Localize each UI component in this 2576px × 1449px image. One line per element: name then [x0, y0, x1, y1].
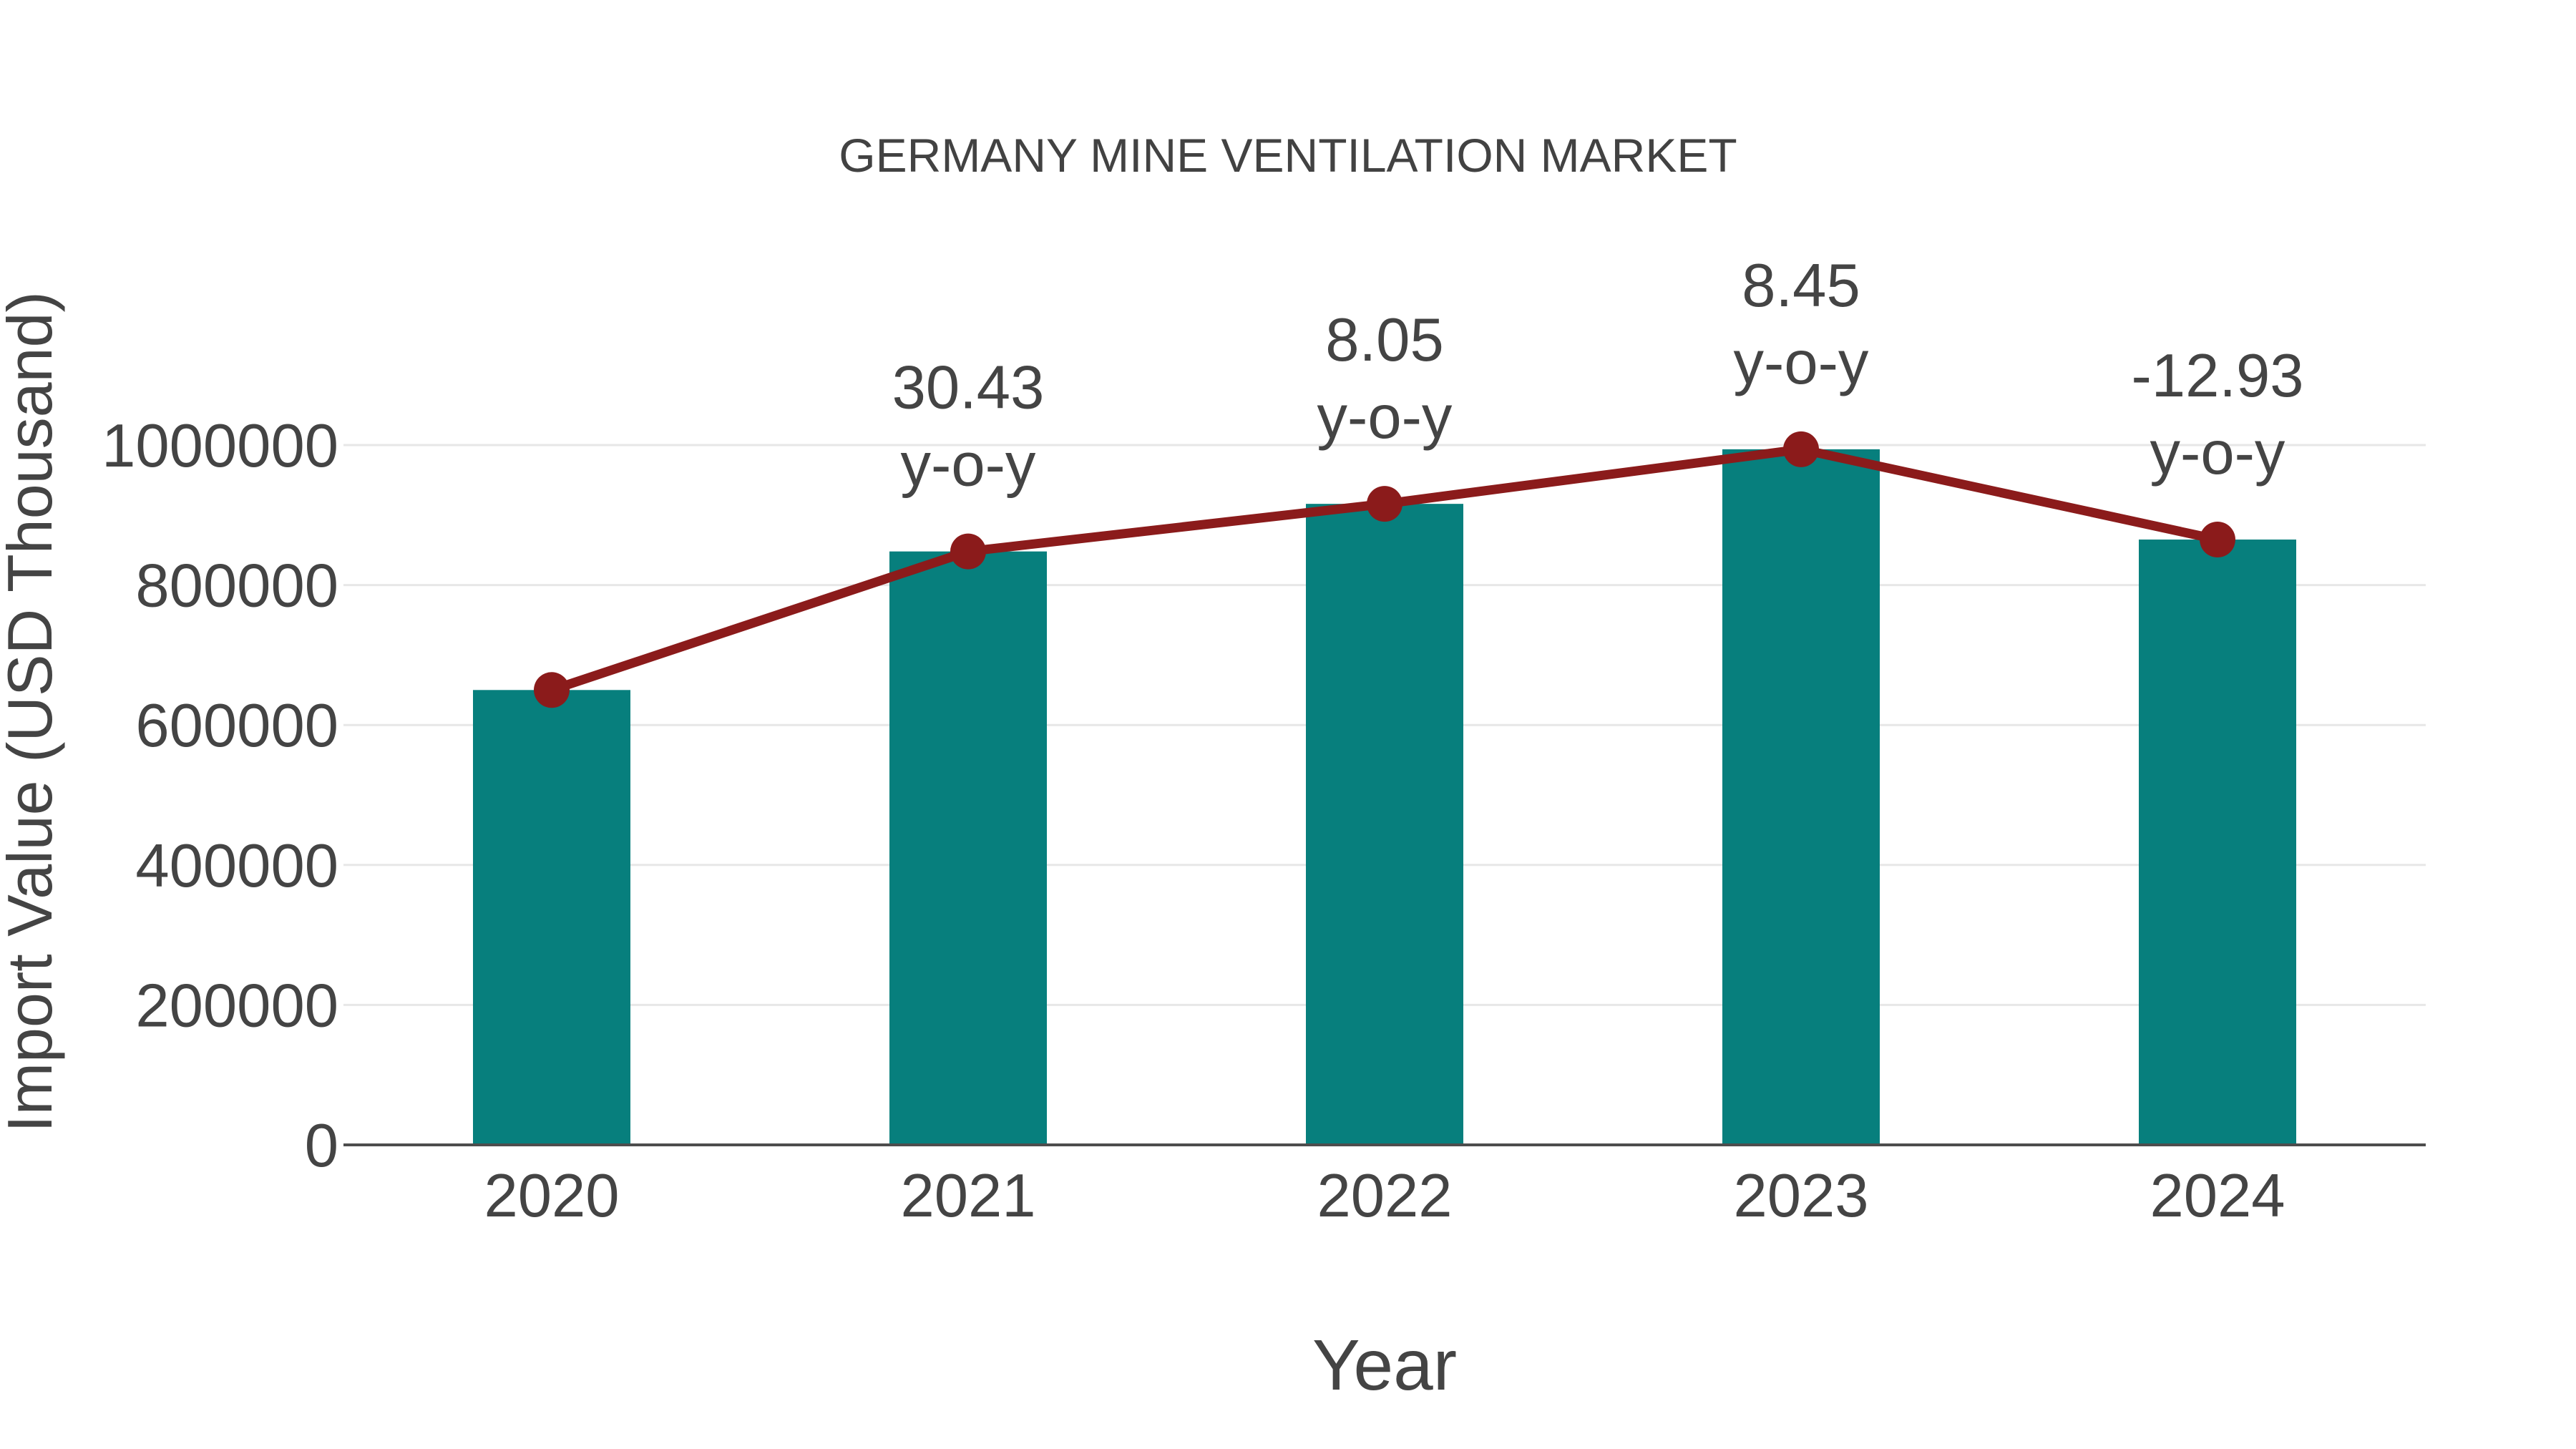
x-tick-2022: 2022 [1317, 1162, 1452, 1230]
bar-2022 [1306, 504, 1463, 1145]
x-axis-title: Year [1312, 1325, 1457, 1405]
annotation-2021-suffix: y-o-y [901, 431, 1036, 499]
y-tick-400000: 400000 [135, 832, 338, 900]
annotation-2024-value: -12.93 [2131, 342, 2303, 410]
annotation-2023-suffix: y-o-y [1734, 329, 1869, 397]
annotation-2023-value: 8.45 [1742, 252, 1860, 320]
marker-2020 [534, 672, 570, 708]
bar-2020 [473, 690, 630, 1145]
y-tick-labels: 0 200000 400000 600000 800000 1000000 [102, 412, 338, 1180]
y-tick-1000000: 1000000 [102, 412, 338, 480]
bar-2024 [2139, 540, 2296, 1145]
annotation-2022-suffix: y-o-y [1317, 384, 1453, 452]
chart-title: GERMANY MINE VENTILATION MARKET [839, 129, 1737, 182]
y-tick-200000: 200000 [135, 972, 338, 1040]
x-tick-labels: 2020 2021 2022 2023 2024 [484, 1162, 2285, 1230]
annotation-2021-value: 30.43 [892, 354, 1045, 422]
marker-2022 [1367, 486, 1402, 522]
bar-2021 [889, 551, 1047, 1145]
x-tick-2023: 2023 [1733, 1162, 1868, 1230]
x-tick-2020: 2020 [484, 1162, 619, 1230]
annotations: 30.43 y-o-y 8.05 y-o-y 8.45 y-o-y -12.93 y-o-y [892, 252, 2304, 499]
bars [473, 449, 2296, 1145]
x-tick-2021: 2021 [900, 1162, 1035, 1230]
y-tick-0: 0 [305, 1112, 338, 1180]
y-axis-title: Import Value (USD Thousand) [0, 291, 65, 1133]
annotation-2022-value: 8.05 [1325, 306, 1443, 374]
markers [534, 431, 2235, 708]
marker-2021 [950, 533, 986, 570]
y-tick-800000: 800000 [135, 552, 338, 620]
marker-2023 [1783, 431, 1819, 467]
bar-2023 [1722, 449, 1880, 1145]
annotation-2024-suffix: y-o-y [2150, 419, 2285, 487]
x-tick-2024: 2024 [2150, 1162, 2285, 1230]
marker-2024 [2200, 522, 2235, 558]
y-tick-600000: 600000 [135, 692, 338, 760]
